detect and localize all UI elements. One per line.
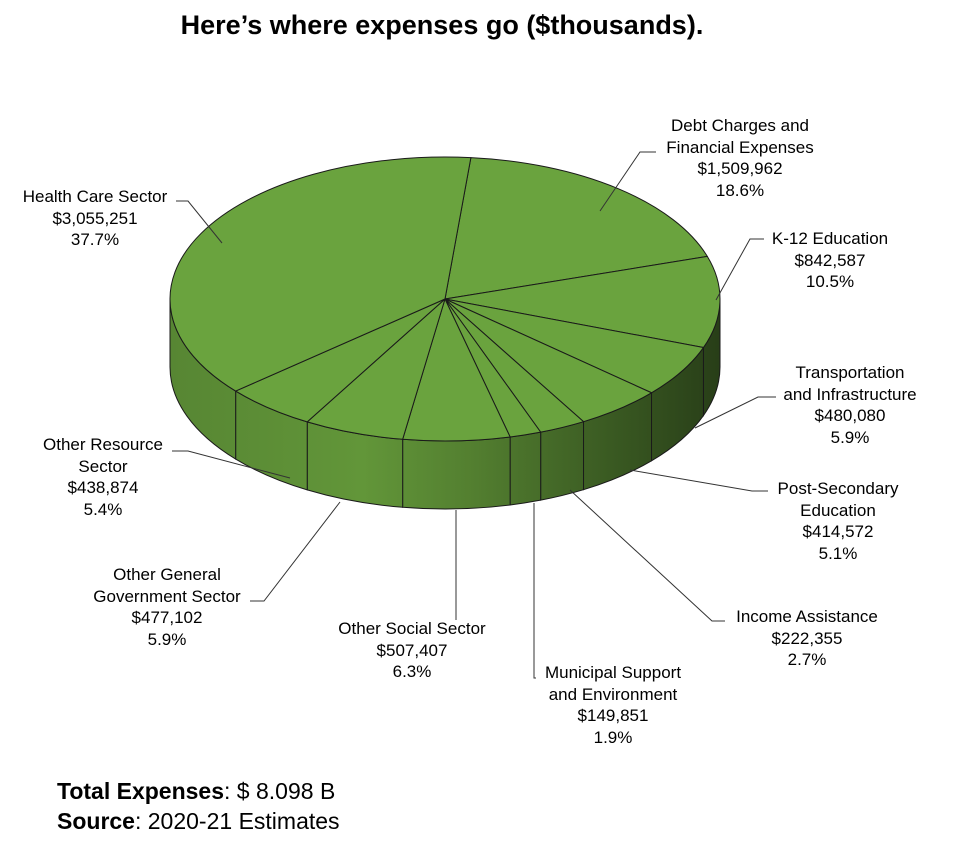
slice-label: Other General Government Sector $477,102 5.… — [93, 564, 240, 650]
slice-percent: 5.1% — [818, 543, 858, 563]
leader-line — [569, 489, 725, 622]
slice-value: $222,355 — [771, 628, 843, 648]
slice-label-name: Education — [800, 500, 876, 520]
pie-slice — [444, 255, 721, 349]
slice-label-name: Other Resource — [43, 435, 163, 454]
leader-line — [599, 151, 656, 212]
leader-lines — [172, 151, 776, 679]
total-expenses-line: Total Expenses: $ 8.098 B — [57, 776, 340, 806]
source-value: : 2020-21 Estimates — [134, 808, 340, 834]
slice-label-name: Sector — [78, 456, 128, 476]
slice-label: Health Care Sector $3,055,251 37.7% — [23, 186, 168, 251]
slice-percent: 1.9% — [593, 727, 633, 747]
slice-value: $3,055,251 — [52, 208, 138, 228]
leader-line — [176, 200, 223, 244]
slice-label-name: Municipal Support — [544, 663, 682, 682]
leader-line — [250, 501, 341, 602]
slice-label-name: and Infrastructure — [783, 384, 917, 404]
leader-line — [715, 238, 764, 301]
slice-label: Income Assistance $222,355 2.7% — [736, 606, 878, 671]
slice-label-name: Transportation — [795, 363, 905, 382]
slice-value: $414,572 — [802, 522, 874, 541]
total-expenses-value: : $ 8.098 B — [224, 778, 336, 804]
chart-title: Here’s where expenses go ($thousands). — [180, 10, 704, 40]
pie-slice — [444, 157, 708, 300]
pie-side-segment — [540, 420, 585, 501]
leader-line — [629, 469, 768, 492]
slice-label: Debt Charges and Financial Expenses $1,509… — [666, 115, 813, 201]
slice-percent: 10.5% — [805, 272, 855, 291]
slice-label-name: Health Care Sector — [22, 187, 168, 206]
slice-label-name: Other General — [113, 565, 221, 584]
slice-label-name: and Environment — [548, 684, 678, 704]
slice-label-name: Financial Expenses — [666, 137, 814, 157]
slice-value: $842,587 — [794, 250, 866, 270]
slice-value: $149,851 — [577, 706, 649, 725]
pie-top — [169, 156, 721, 442]
slice-label-name: Government Sector — [93, 586, 241, 606]
slice-value: $1,509,962 — [697, 159, 783, 178]
slice-label: Other Social Sector $507,407 6.3% — [338, 618, 485, 683]
pie-side-wall — [169, 298, 721, 510]
slice-percent: 37.7% — [70, 230, 120, 249]
pie-side-segment — [509, 431, 542, 506]
slice-value: $480,080 — [814, 406, 886, 425]
source-label: Source — [57, 808, 135, 834]
slice-value: $438,874 — [67, 478, 139, 497]
slice-label-name: Debt Charges and — [671, 116, 809, 135]
slice-percent: 6.3% — [392, 662, 432, 681]
chart-footer: Total Expenses: $ 8.098 B Source: 2020-2… — [57, 776, 340, 836]
slice-percent: 2.7% — [787, 650, 827, 669]
leader-line — [172, 450, 291, 479]
slice-percent: 5.9% — [830, 427, 870, 447]
slice-label-name: Income Assistance — [736, 607, 878, 626]
pie-slice — [169, 156, 472, 392]
slice-label: Transportation and Infrastructure $480,080… — [783, 362, 916, 448]
slice-value: $507,407 — [376, 640, 448, 660]
leader-line — [694, 396, 776, 429]
slice-label: K-12 Education $842,587 10.5% — [772, 228, 888, 293]
slice-percent: 5.4% — [83, 499, 123, 519]
slice-label: Municipal Support and Environment $149,851… — [545, 662, 681, 748]
slice-label-name: Other Social Sector — [338, 619, 486, 638]
slice-label: Other Resource Sector $438,874 5.4% — [43, 434, 163, 520]
total-expenses-label: Total Expenses — [57, 778, 225, 804]
slice-percent: 5.9% — [147, 629, 187, 649]
leader-line — [533, 503, 536, 679]
slice-value: $477,102 — [131, 608, 203, 627]
slice-label-name: Post-Secondary — [777, 479, 899, 498]
slice-label: Post-Secondary Education $414,572 5.1% — [778, 478, 899, 564]
slice-percent: 18.6% — [715, 180, 765, 200]
pie-side-segment — [402, 436, 511, 510]
source-line: Source: 2020-21 Estimates — [57, 806, 340, 836]
slice-label-name: K-12 Education — [771, 229, 889, 248]
